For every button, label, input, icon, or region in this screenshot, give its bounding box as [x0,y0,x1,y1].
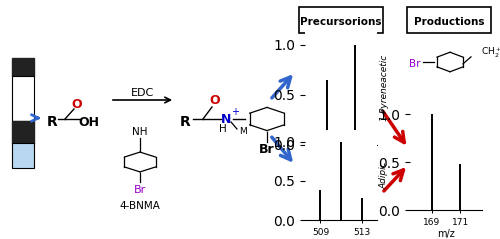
Text: O: O [72,98,83,110]
X-axis label: m/z: m/z [437,229,455,239]
Text: N: N [221,113,231,125]
Text: R: R [180,115,190,129]
Bar [12,143,34,168]
Text: OH: OH [78,115,100,129]
Text: R: R [46,115,58,129]
FancyBboxPatch shape [407,7,491,33]
Text: Br: Br [259,143,275,156]
Text: M: M [239,126,247,136]
Bar [12,121,34,143]
Text: +: + [231,107,239,117]
Text: Productions: Productions [414,17,484,27]
Text: EDC: EDC [130,88,154,98]
FancyBboxPatch shape [299,7,383,33]
Text: 1-Pyreneacetic: 1-Pyreneacetic [380,54,389,121]
Text: Adipic: Adipic [380,161,389,189]
Text: Br: Br [134,185,146,195]
Text: O: O [210,94,220,108]
X-axis label: m/z: m/z [332,164,350,174]
Text: NH: NH [132,127,148,137]
Text: Precursorions: Precursorions [300,17,382,27]
Text: CH$_2^+$: CH$_2^+$ [481,46,500,60]
Text: 4-BNMA: 4-BNMA [120,201,160,211]
Text: H: H [219,124,227,134]
Bar [12,58,34,76]
Bar [12,76,34,121]
Text: Br: Br [409,59,421,69]
